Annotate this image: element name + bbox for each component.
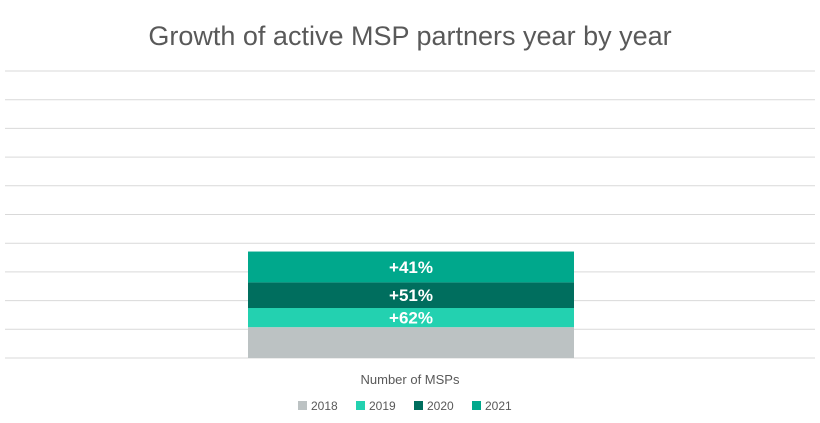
data-label-2021: +41% (389, 258, 433, 277)
bar-segment-2020 (248, 282, 574, 309)
category-label: Number of MSPs (361, 372, 460, 387)
legend: 2018 2019 2020 2021 (298, 399, 512, 413)
chart-title: Growth of active MSP partners year by ye… (148, 21, 671, 51)
legend-swatch-2018 (298, 401, 307, 410)
bar-segment-2021 (248, 251, 574, 283)
segment-labels: +62% +51% +41% (389, 258, 433, 328)
legend-label-2019: 2019 (369, 399, 396, 413)
legend-swatch-2021 (472, 401, 481, 410)
legend-label-2021: 2021 (485, 399, 512, 413)
legend-label-2018: 2018 (311, 399, 338, 413)
bar-segment-2019 (248, 308, 574, 328)
data-label-2019: +62% (389, 309, 433, 328)
gridlines (5, 70, 815, 359)
bar-segment-2018 (248, 327, 574, 358)
legend-swatch-2019 (356, 401, 365, 410)
bar-segments (248, 251, 574, 358)
legend-label-2020: 2020 (427, 399, 454, 413)
data-label-2020: +51% (389, 286, 433, 305)
legend-swatch-2020 (414, 401, 423, 410)
